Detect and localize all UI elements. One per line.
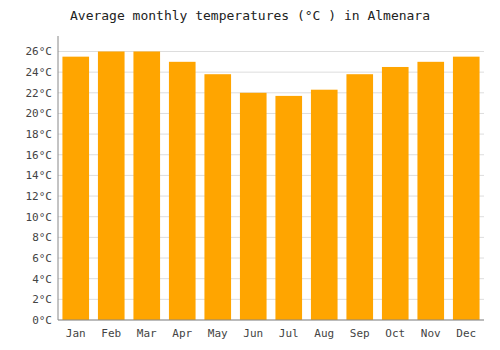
- x-tick-label: Sep: [350, 327, 370, 340]
- y-tick-label: 16°C: [26, 149, 53, 162]
- bar: [240, 93, 267, 320]
- bar: [453, 57, 480, 320]
- y-tick-label: 24°C: [26, 66, 53, 79]
- bars: [62, 51, 479, 320]
- bar: [382, 67, 409, 320]
- y-tick-label: 12°C: [26, 190, 53, 203]
- bar: [133, 51, 160, 320]
- y-tick-label: 22°C: [26, 87, 53, 100]
- y-tick-label: 0°C: [32, 314, 52, 327]
- x-tick-label: Jan: [66, 327, 86, 340]
- bar: [275, 96, 302, 320]
- y-tick-label: 20°C: [26, 107, 53, 120]
- chart-container: Average monthly temperatures (°C ) in Al…: [0, 0, 500, 350]
- x-tick-label: Jun: [243, 327, 263, 340]
- x-tick-label: Apr: [172, 327, 192, 340]
- y-tick-label: 2°C: [32, 293, 52, 306]
- bar: [311, 90, 338, 320]
- bar: [204, 74, 231, 320]
- y-tick-label: 4°C: [32, 273, 52, 286]
- bar: [417, 62, 444, 320]
- bar: [346, 74, 373, 320]
- y-tick-label: 26°C: [26, 45, 53, 58]
- chart-svg: Average monthly temperatures (°C ) in Al…: [0, 0, 500, 350]
- bar: [62, 57, 89, 320]
- x-tick-label: Oct: [385, 327, 405, 340]
- x-axis: Jan Feb Mar Apr May Jun Jul Aug Sep Oct Nov Dec: [66, 327, 476, 340]
- y-tick-label: 18°C: [26, 128, 53, 141]
- y-tick-label: 14°C: [26, 169, 53, 182]
- x-tick-label: May: [208, 327, 228, 340]
- x-tick-label: Dec: [456, 327, 476, 340]
- x-tick-label: Jul: [279, 327, 299, 340]
- bar: [169, 62, 196, 320]
- bar: [98, 51, 125, 320]
- y-tick-label: 8°C: [32, 231, 52, 244]
- x-tick-label: Aug: [314, 327, 334, 340]
- y-tick-label: 10°C: [26, 211, 53, 224]
- y-tick-label: 6°C: [32, 252, 52, 265]
- grid-line: [58, 320, 484, 321]
- y-axis-line: [58, 36, 59, 320]
- x-tick-label: Nov: [421, 327, 441, 340]
- x-tick-label: Feb: [101, 327, 121, 340]
- y-grid: [58, 51, 484, 320]
- title: Average monthly temperatures (°C ) in Al…: [70, 8, 430, 23]
- x-tick-label: Mar: [137, 327, 157, 340]
- x-axis-line: [58, 320, 484, 321]
- y-axis: 0°C 2°C 4°C 6°C 8°C 10°C 12°C 14°C 16°C 18°C 20°C 2…: [26, 45, 53, 327]
